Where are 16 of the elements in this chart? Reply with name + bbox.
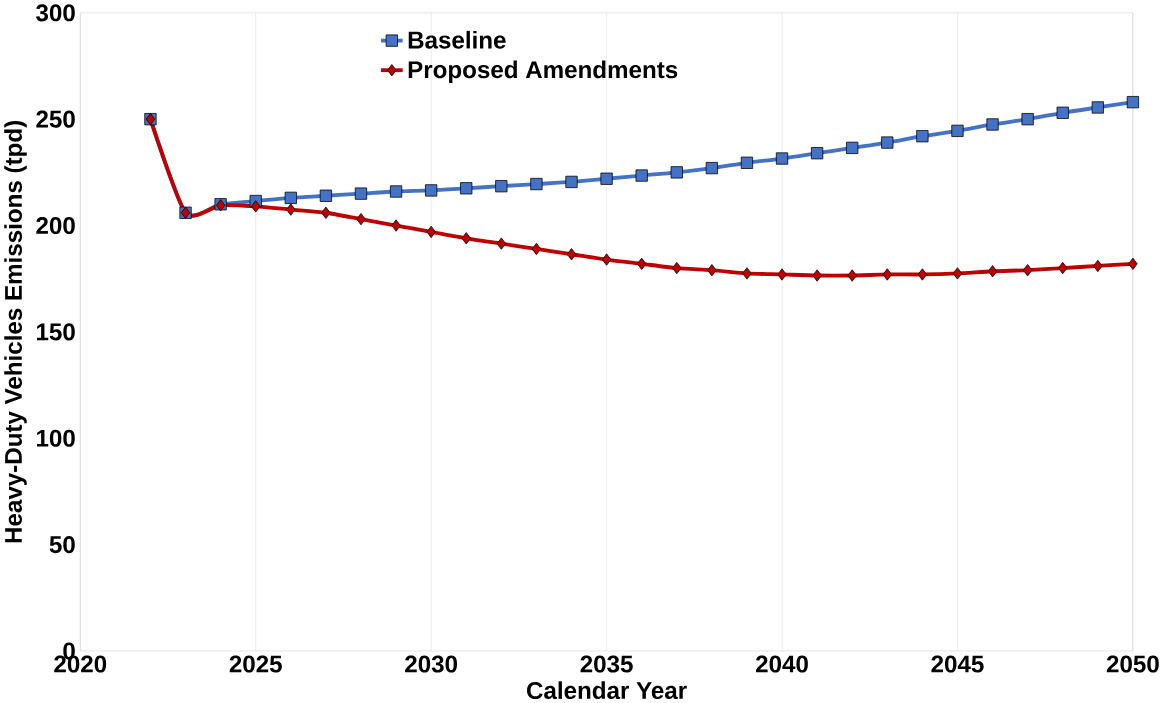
x-axis-title: Calendar Year [527, 681, 687, 699]
y-tick-label: 300 [36, 4, 75, 22]
x-tick-label: 2040 [756, 655, 808, 673]
x-tick-label: 2025 [229, 655, 282, 673]
y-tick-label: 250 [36, 110, 75, 128]
legend-label: Baseline [408, 30, 506, 49]
y-tick-label: 50 [49, 535, 75, 554]
y-tick-label: 100 [37, 429, 75, 447]
x-tick-label: 2045 [931, 655, 984, 673]
x-tick-label: 2035 [580, 655, 633, 673]
x-tick-label: 2030 [405, 655, 458, 673]
x-tick-label: 2050 [1106, 655, 1159, 673]
y-tick-label: 150 [37, 323, 75, 341]
y-tick-label: 200 [36, 216, 75, 234]
y-axis-title: Heavy-Duty Vehicles Emissions (tpd) [4, 120, 27, 543]
legend-label: Proposed Amendments [408, 60, 678, 83]
